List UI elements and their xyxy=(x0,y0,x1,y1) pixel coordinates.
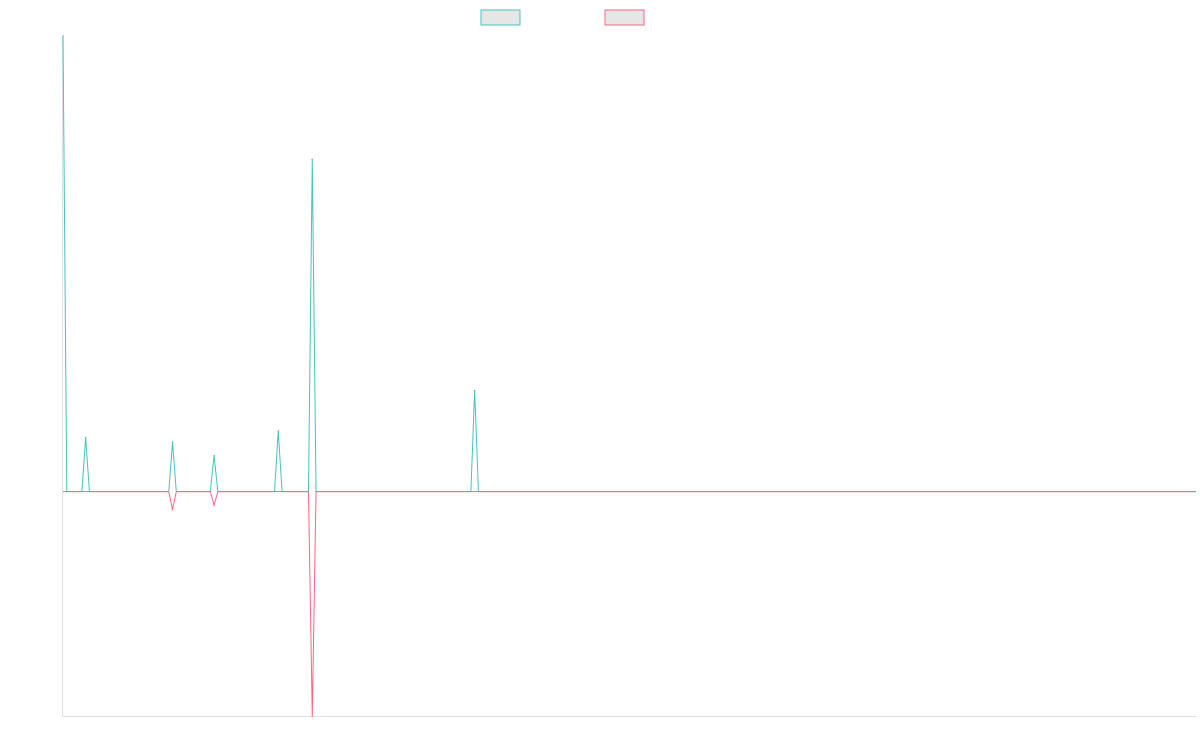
data-point xyxy=(311,715,314,717)
data-point xyxy=(62,35,64,37)
series-2 xyxy=(63,491,1196,717)
series-1 xyxy=(62,35,1196,493)
series-line-2 xyxy=(63,491,1196,717)
data-point xyxy=(473,389,476,392)
axes xyxy=(62,36,1196,717)
legend-swatch-2 xyxy=(604,9,645,26)
data-point xyxy=(213,454,215,457)
data-point xyxy=(213,504,215,506)
data-point xyxy=(277,430,280,432)
data-point xyxy=(84,436,87,439)
data-point xyxy=(311,158,314,161)
plot-area xyxy=(62,35,1196,717)
data-point xyxy=(171,441,174,444)
series-line-1 xyxy=(62,35,1196,493)
legend-swatch-1 xyxy=(480,9,521,26)
legend xyxy=(480,9,645,26)
data-point xyxy=(171,508,174,511)
